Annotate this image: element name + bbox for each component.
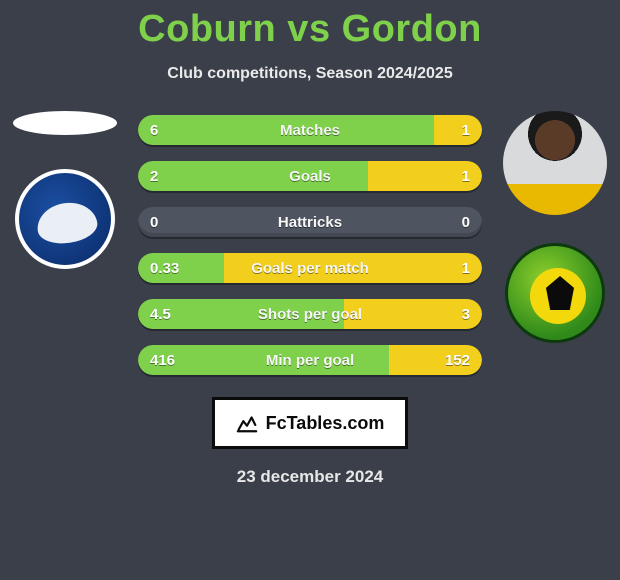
comparison-stage: 61Matches 21Goals 00Hattricks 0.331Goals pe…	[0, 111, 620, 391]
stat-bar: 0.331Goals per match	[138, 253, 482, 283]
stat-bar: 21Goals	[138, 161, 482, 191]
stat-label: Goals	[138, 161, 482, 191]
subtitle: Club competitions, Season 2024/2025	[0, 65, 620, 83]
brand-text: FcTables.com	[266, 413, 385, 434]
stat-bar: 4.53Shots per goal	[138, 299, 482, 329]
stat-bar: 61Matches	[138, 115, 482, 145]
stat-label: Min per goal	[138, 345, 482, 375]
stat-label: Matches	[138, 115, 482, 145]
stat-bar: 00Hattricks	[138, 207, 482, 237]
right-player-column	[490, 111, 620, 343]
left-player-column	[0, 111, 130, 269]
left-player-avatar	[13, 111, 117, 135]
stat-label: Goals per match	[138, 253, 482, 283]
brand-box: FcTables.com	[212, 397, 408, 449]
stat-bar: 416152Min per goal	[138, 345, 482, 375]
stat-label: Hattricks	[138, 207, 482, 237]
right-player-avatar	[503, 111, 607, 215]
stat-label: Shots per goal	[138, 299, 482, 329]
page-title: Coburn vs Gordon	[0, 0, 620, 51]
fctables-logo-icon	[236, 412, 258, 434]
stat-bars: 61Matches 21Goals 00Hattricks 0.331Goals pe…	[138, 115, 482, 391]
date-text: 23 december 2024	[0, 467, 620, 487]
left-club-crest	[15, 169, 115, 269]
right-club-crest	[505, 243, 605, 343]
